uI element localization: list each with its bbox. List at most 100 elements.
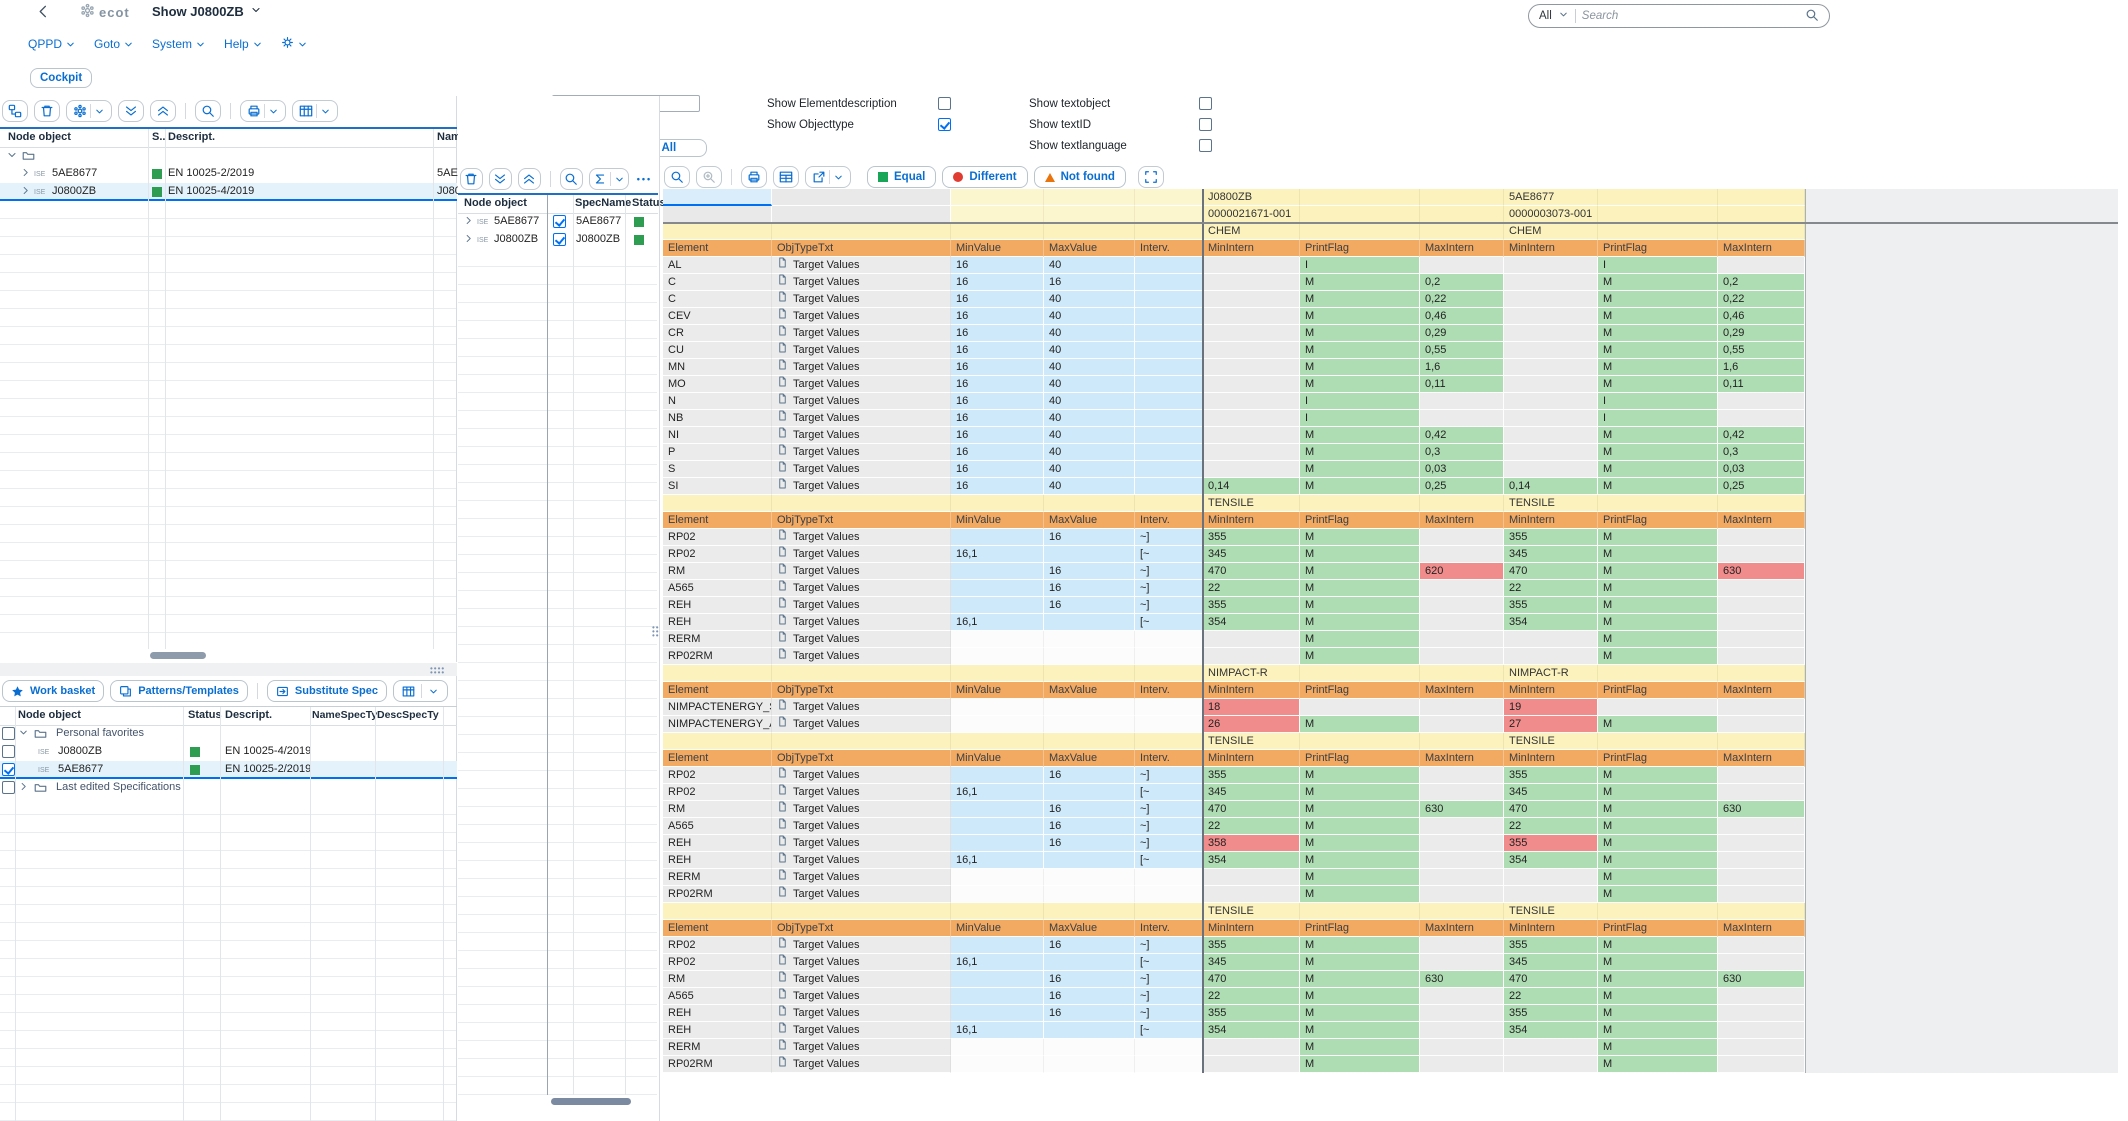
- cell[interactable]: [1420, 852, 1504, 869]
- cell[interactable]: [1718, 1056, 1805, 1073]
- cell[interactable]: M: [1300, 274, 1420, 291]
- cell[interactable]: 0,29: [1718, 325, 1805, 342]
- cell[interactable]: [951, 1005, 1044, 1022]
- cell[interactable]: M: [1300, 427, 1420, 444]
- cell[interactable]: 470: [1203, 801, 1300, 818]
- cell[interactable]: [1504, 427, 1598, 444]
- cell[interactable]: [1044, 954, 1135, 971]
- workbasket-row[interactable]: ISE J0800ZB EN 10025-4/2019: [0, 743, 457, 761]
- filter-not-found-button[interactable]: Not found: [1033, 166, 1126, 188]
- cell[interactable]: 345: [1504, 784, 1598, 801]
- expand-all-button[interactable]: [488, 168, 512, 190]
- cell[interactable]: MinValue: [951, 682, 1044, 699]
- cell[interactable]: ~]: [1135, 529, 1203, 546]
- spec-row[interactable]: ISE J0800ZB J0800ZB: [458, 231, 658, 249]
- objtype-cell[interactable]: Target Values: [772, 274, 951, 291]
- cell[interactable]: Element: [663, 240, 772, 257]
- cell[interactable]: 1,6: [1718, 359, 1805, 376]
- cell[interactable]: [1420, 903, 1504, 920]
- cell[interactable]: 354: [1504, 614, 1598, 631]
- cell[interactable]: [1135, 648, 1203, 665]
- objtype-cell[interactable]: Target Values: [772, 784, 951, 801]
- cockpit-button[interactable]: Cockpit: [30, 68, 93, 88]
- cell[interactable]: 0,2: [1420, 274, 1504, 291]
- cell[interactable]: MaxIntern: [1420, 512, 1504, 529]
- cell[interactable]: I: [1300, 257, 1420, 274]
- cell[interactable]: 0,46: [1718, 308, 1805, 325]
- cell[interactable]: [1420, 869, 1504, 886]
- cell[interactable]: MaxIntern: [1420, 682, 1504, 699]
- cell[interactable]: [951, 937, 1044, 954]
- cell[interactable]: 16: [1044, 274, 1135, 291]
- cell[interactable]: M: [1300, 308, 1420, 325]
- cell[interactable]: 22: [1504, 988, 1598, 1005]
- cell[interactable]: 40: [1044, 393, 1135, 410]
- chevron-right-icon[interactable]: [463, 233, 474, 247]
- cell[interactable]: PrintFlag: [1300, 240, 1420, 257]
- objtype-cell[interactable]: Target Values: [772, 818, 951, 835]
- cell[interactable]: [1420, 223, 1504, 240]
- cell[interactable]: [1504, 869, 1598, 886]
- cell[interactable]: [1718, 529, 1805, 546]
- objtype-cell[interactable]: Target Values: [772, 699, 951, 716]
- cell[interactable]: [1504, 393, 1598, 410]
- cell[interactable]: [1044, 223, 1135, 240]
- cell[interactable]: 345: [1504, 546, 1598, 563]
- cell[interactable]: M: [1300, 648, 1420, 665]
- cell[interactable]: 16,1: [951, 614, 1044, 631]
- cell[interactable]: [~: [1135, 546, 1203, 563]
- cell[interactable]: MaxValue: [1044, 920, 1135, 937]
- cell[interactable]: [1203, 1056, 1300, 1073]
- objtype-cell[interactable]: Target Values: [772, 1022, 951, 1039]
- cell[interactable]: [1420, 1056, 1504, 1073]
- horizontal-scrollbar[interactable]: [551, 1098, 631, 1105]
- cell[interactable]: MaxIntern: [1718, 240, 1805, 257]
- cell[interactable]: 40: [1044, 257, 1135, 274]
- cell[interactable]: I: [1598, 257, 1718, 274]
- cell[interactable]: [772, 206, 951, 223]
- cell[interactable]: [663, 665, 772, 682]
- cell[interactable]: [1135, 291, 1203, 308]
- objtype-cell[interactable]: Target Values: [772, 410, 951, 427]
- cell[interactable]: MinIntern: [1504, 512, 1598, 529]
- cell[interactable]: M: [1300, 988, 1420, 1005]
- cell[interactable]: [1044, 614, 1135, 631]
- column-divider[interactable]: [625, 195, 626, 1095]
- cell[interactable]: J0800ZB: [1203, 189, 1300, 206]
- cell[interactable]: [1598, 903, 1718, 920]
- cell[interactable]: M: [1300, 954, 1420, 971]
- cell[interactable]: MinValue: [951, 920, 1044, 937]
- cell[interactable]: [1203, 869, 1300, 886]
- cell[interactable]: NI: [663, 427, 772, 444]
- cell[interactable]: [1203, 410, 1300, 427]
- cell[interactable]: [1504, 410, 1598, 427]
- cell[interactable]: [1504, 1056, 1598, 1073]
- filter-different-button[interactable]: Different: [942, 166, 1028, 188]
- cell[interactable]: 0,25: [1718, 478, 1805, 495]
- cell[interactable]: M: [1300, 784, 1420, 801]
- chevron-down-icon[interactable]: [1558, 9, 1569, 23]
- cell[interactable]: [1044, 903, 1135, 920]
- search-button[interactable]: [195, 100, 221, 122]
- cell[interactable]: [1718, 206, 1805, 223]
- cell[interactable]: 0,2: [1718, 274, 1805, 291]
- cell[interactable]: M: [1300, 716, 1420, 733]
- cell[interactable]: 355: [1203, 767, 1300, 784]
- cell[interactable]: [951, 801, 1044, 818]
- cell[interactable]: [1135, 257, 1203, 274]
- cell[interactable]: RP02RM: [663, 1056, 772, 1073]
- cell[interactable]: [1135, 189, 1203, 206]
- cell[interactable]: M: [1598, 716, 1718, 733]
- cell[interactable]: M: [1300, 359, 1420, 376]
- cell[interactable]: Interv.: [1135, 240, 1203, 257]
- cell[interactable]: [772, 665, 951, 682]
- cell[interactable]: 355: [1203, 1005, 1300, 1022]
- objtype-cell[interactable]: Target Values: [772, 529, 951, 546]
- patterns-templates-button[interactable]: Patterns/Templates: [110, 680, 248, 702]
- cell[interactable]: [1135, 665, 1203, 682]
- cell[interactable]: [951, 529, 1044, 546]
- cell[interactable]: [1718, 614, 1805, 631]
- cell[interactable]: [1044, 1022, 1135, 1039]
- objtype-cell[interactable]: Target Values: [772, 563, 951, 580]
